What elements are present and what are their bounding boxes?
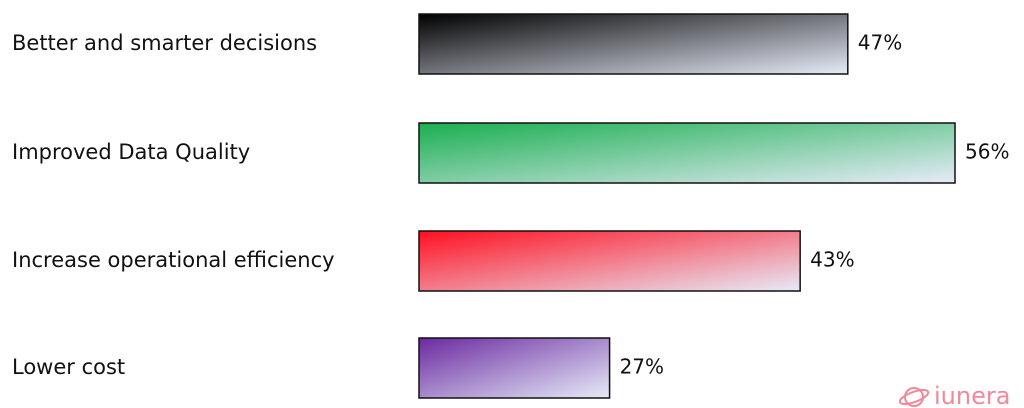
value-label: 43% <box>810 248 854 272</box>
bar <box>418 13 849 75</box>
value-label: 47% <box>858 31 902 55</box>
category-label: Lower cost <box>12 355 125 379</box>
watermark-logo <box>898 387 930 407</box>
value-label: 56% <box>965 140 1009 164</box>
watermark: iunera <box>934 382 1010 408</box>
category-label: Increase operational efficiency <box>12 248 335 272</box>
category-label: Better and smarter decisions <box>12 31 317 55</box>
category-label: Improved Data Quality <box>12 140 250 164</box>
bar <box>418 122 956 184</box>
value-label: 27% <box>620 355 664 379</box>
bar <box>418 230 801 292</box>
bar <box>418 337 611 399</box>
